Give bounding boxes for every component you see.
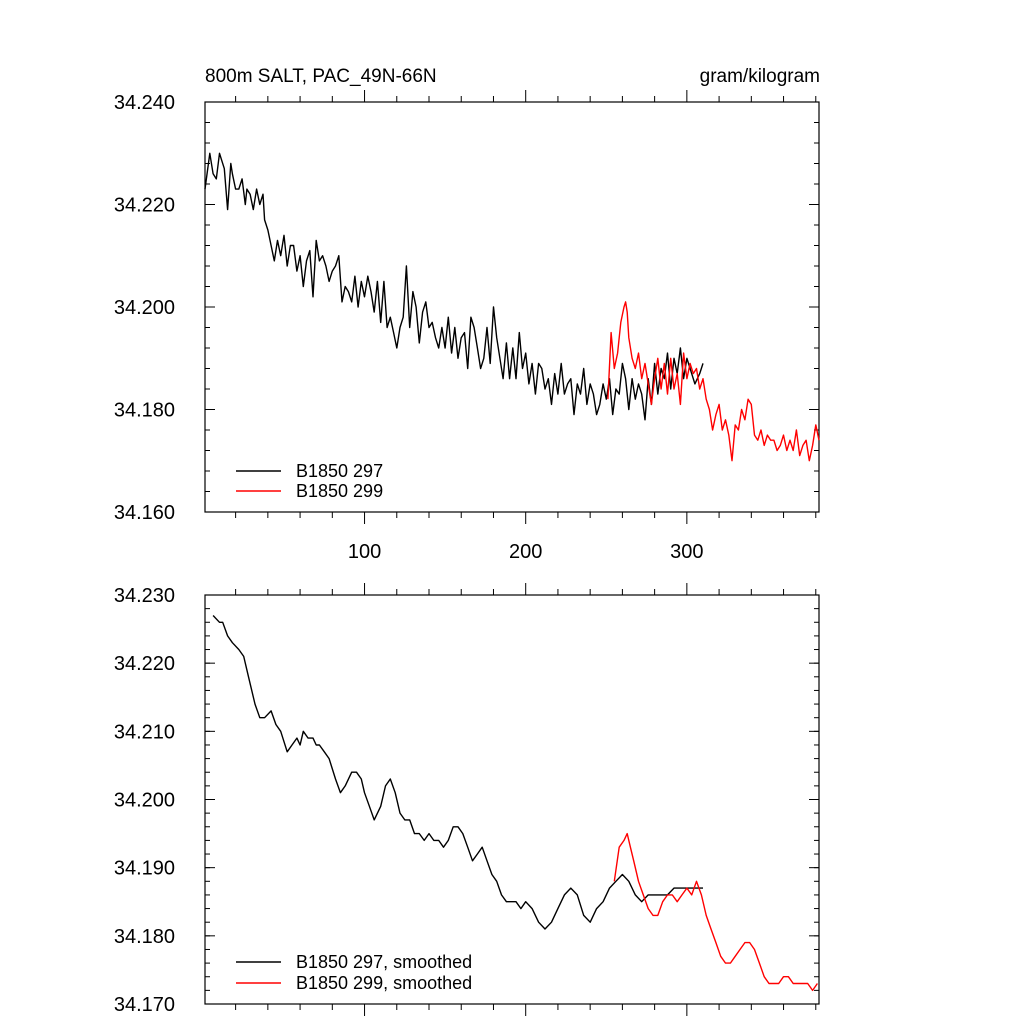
- top-title-left: 800m SALT, PAC_49N-66N: [205, 66, 437, 87]
- bottom-legend: B1850 297, smoothed B1850 299, smoothed: [236, 952, 472, 993]
- top-legend: B1850 297 B1850 299: [236, 461, 383, 501]
- legend-label-b1850-297: B1850 297: [296, 461, 383, 481]
- bottom-y-tick-label: 34.210: [114, 721, 175, 743]
- bottom-series-line-0: [212, 615, 703, 930]
- bottom-panel: 34.170 34.180 34.190 34.200 34.210 34.220 34.2…: [114, 583, 820, 1016]
- bottom-y-tick-label: 34.230: [114, 585, 175, 607]
- legend-label-b1850-297-smoothed: B1850 297, smoothed: [296, 952, 472, 972]
- top-series-line-1: [607, 301, 820, 462]
- bottom-y-tick-label: 34.170: [114, 994, 175, 1016]
- top-plot-frame: [204, 101, 820, 513]
- top-y-tick-label: 34.220: [114, 195, 175, 217]
- bottom-plot-frame: [204, 594, 820, 1005]
- bottom-y-tick-layer: 34.170 34.180 34.190 34.200 34.210 34.220 34.2…: [114, 585, 819, 1016]
- bottom-series-layer: [212, 615, 818, 992]
- bottom-series-line-1: [613, 832, 818, 992]
- top-series-line-0: [204, 152, 704, 421]
- top-series-layer: [204, 152, 820, 462]
- bottom-y-tick-label: 34.180: [114, 926, 175, 948]
- top-panel: 800m SALT, PAC_49N-66N gram/kilogram 34.…: [114, 66, 820, 563]
- bottom-y-tick-label: 34.200: [114, 790, 175, 812]
- top-x-tick-label: 200: [509, 541, 542, 563]
- bottom-y-tick-label: 34.190: [114, 858, 175, 880]
- top-y-tick-label: 34.160: [114, 502, 175, 524]
- bottom-x-tick-layer: [235, 583, 817, 1016]
- top-title-right: gram/kilogram: [700, 66, 820, 87]
- top-y-tick-label: 34.200: [114, 297, 175, 319]
- legend-label-b1850-299-smoothed: B1850 299, smoothed: [296, 973, 472, 993]
- legend-label-b1850-299: B1850 299: [296, 481, 383, 501]
- bottom-y-tick-label: 34.220: [114, 653, 175, 675]
- top-y-tick-label: 34.240: [114, 92, 175, 114]
- top-y-tick-layer: 34.160 34.180 34.200 34.220 34.240: [114, 92, 819, 524]
- top-y-tick-label: 34.180: [114, 400, 175, 422]
- top-x-tick-layer: 100 200 300: [235, 90, 817, 563]
- top-x-tick-label: 300: [670, 541, 703, 563]
- top-x-tick-label: 100: [348, 541, 381, 563]
